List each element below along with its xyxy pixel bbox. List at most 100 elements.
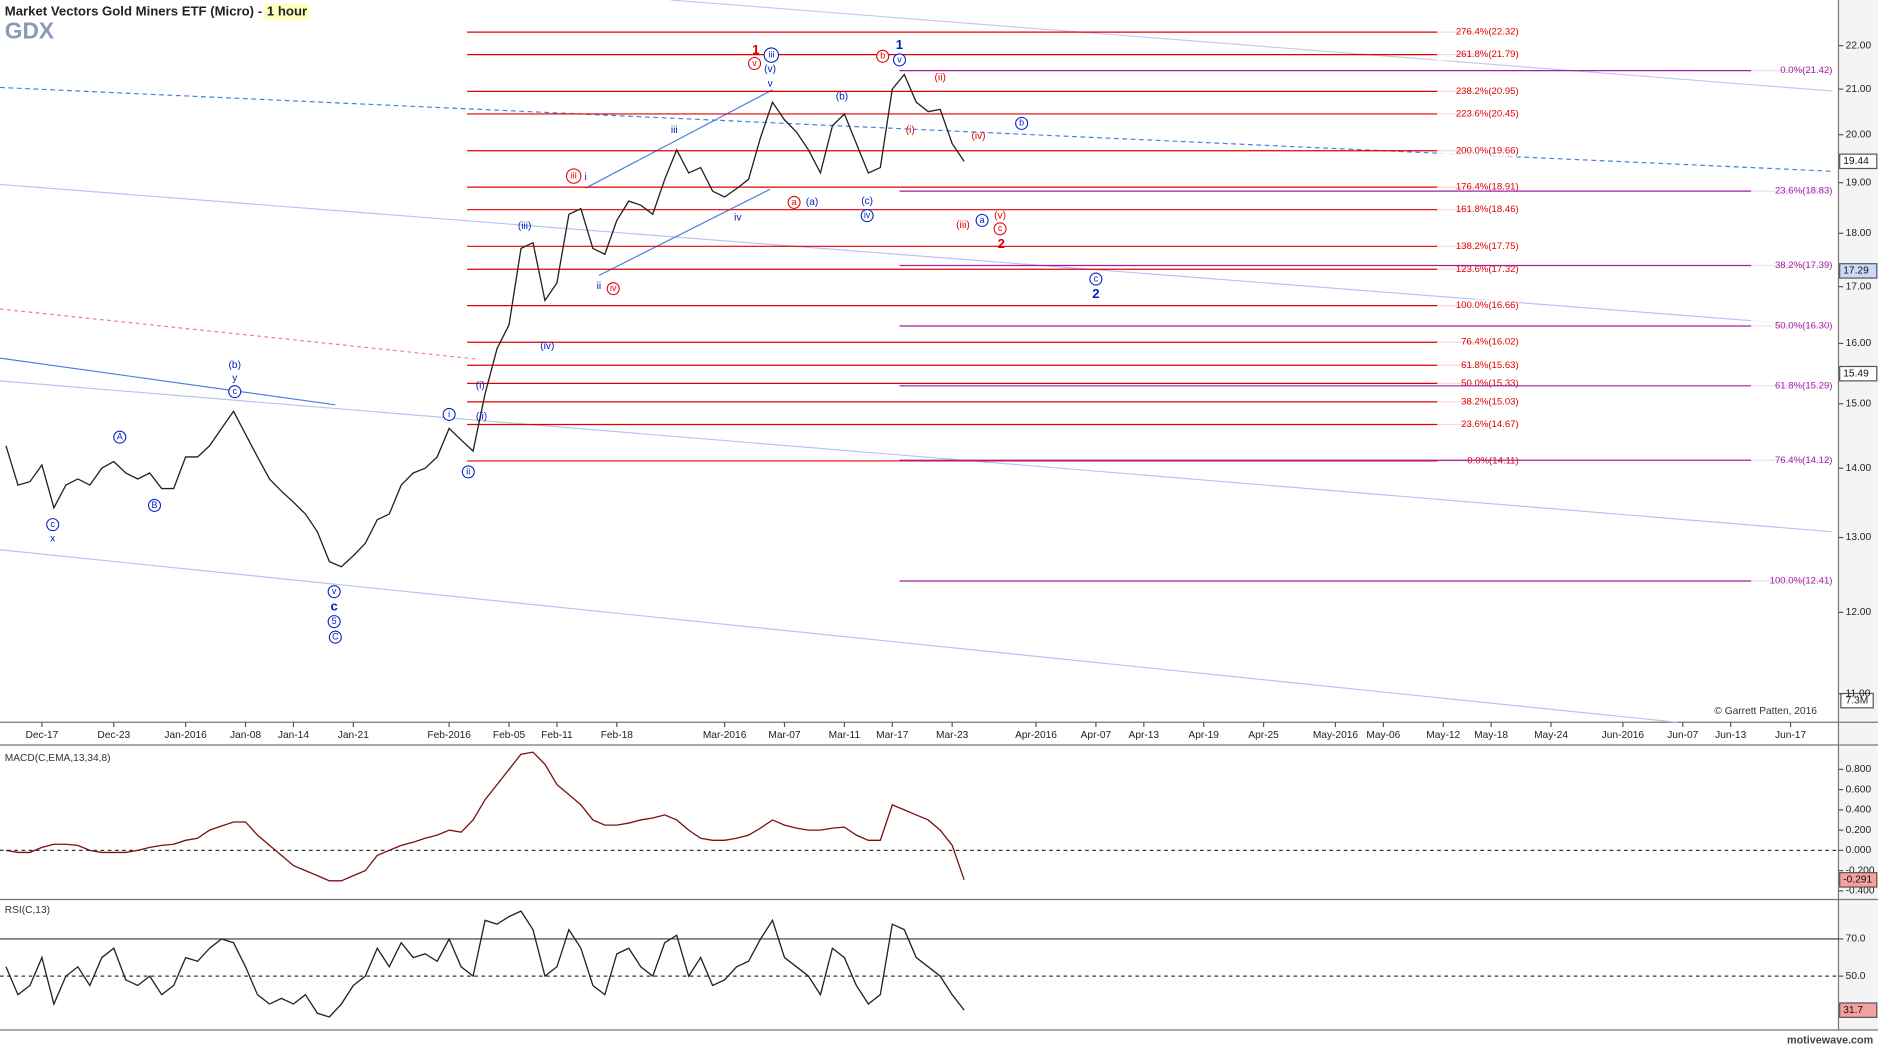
series-line: [5, 910, 965, 1018]
fib-label-bg: [1437, 359, 1519, 372]
wave-label: iv: [610, 283, 617, 293]
last-value-box: [1839, 872, 1878, 888]
fib-label: 61.8%(15.29): [1775, 380, 1833, 391]
wave-label: c: [998, 223, 1003, 233]
wave-circle: [993, 222, 1007, 236]
wave-label: v: [752, 58, 757, 68]
wave-label: i: [448, 409, 450, 419]
fib-label: 76.4%(14.12): [1775, 455, 1833, 466]
trend-line: [0, 308, 480, 360]
wave-label: (iv): [971, 131, 985, 142]
wave-label: b: [1019, 118, 1024, 128]
last-value-label: -0.291: [1843, 875, 1872, 886]
x-tick-label: May-18: [1474, 730, 1508, 741]
x-tick-label: Jun-2016: [1602, 730, 1645, 741]
wave-label: (ii): [476, 411, 487, 422]
y-tick-label: 17.00: [1846, 281, 1872, 292]
x-tick-label: Jun-07: [1667, 730, 1698, 741]
fib-label-bg: [1751, 320, 1833, 333]
x-tick-label: Feb-05: [493, 730, 526, 741]
y-tick-label: 20.00: [1846, 129, 1872, 140]
wave-label: (a): [806, 197, 818, 208]
price-marker-box: [1839, 263, 1878, 279]
wave-label: (i): [476, 380, 485, 391]
wave-circle: [327, 615, 341, 629]
x-tick-label: Apr-13: [1129, 730, 1160, 741]
y-tick-label: 0.800: [1846, 764, 1872, 775]
x-tick-label: Mar-17: [876, 730, 909, 741]
wave-label: B: [152, 500, 158, 510]
fib-label-bg: [1437, 181, 1519, 194]
wave-circle: [147, 498, 162, 512]
channel-line: [585, 89, 773, 189]
x-tick-label: Apr-19: [1188, 730, 1219, 741]
wave-circle: [461, 465, 475, 479]
y-tick-label: 0.200: [1846, 825, 1872, 836]
channel-line: [598, 188, 771, 277]
wave-label: v: [768, 79, 774, 90]
trend-line: [0, 86, 1833, 172]
x-tick-label: Jun-13: [1715, 730, 1746, 741]
trend-line: [0, 549, 1677, 723]
wave-circle: [113, 430, 127, 444]
fib-label: 38.2%(15.03): [1461, 396, 1519, 407]
x-tick-label: Mar-23: [936, 730, 969, 741]
wave-label: b: [880, 51, 885, 61]
y-tick-label: 0.400: [1846, 805, 1872, 816]
wave-circle: [892, 53, 907, 67]
wave-circle: [1089, 272, 1103, 286]
wave-label: v: [897, 54, 902, 64]
wave-circle: [763, 47, 780, 63]
wave-label: x: [50, 534, 55, 545]
fib-label: 200.0%(19.66): [1456, 145, 1519, 156]
fib-label-bg: [1437, 395, 1519, 408]
fib-label: 23.6%(18.83): [1775, 186, 1833, 197]
fib-label-bg: [1437, 336, 1519, 349]
wave-label: (v): [764, 64, 776, 75]
y-tick-label: 19.00: [1846, 177, 1872, 188]
x-tick-label: May-24: [1534, 730, 1568, 741]
fib-label: 50.0%(15.33): [1461, 378, 1519, 389]
wave-label: 2: [998, 236, 1005, 251]
wave-label: (iii): [518, 221, 532, 232]
fib-label: 276.4%(22.32): [1456, 27, 1519, 38]
y-tick-label: 70.0: [1846, 934, 1866, 945]
fib-label: 238.2%(20.95): [1456, 86, 1519, 97]
trend-lines: [0, 0, 1833, 723]
wave-label: (iv): [540, 341, 554, 352]
wave-label: a: [980, 215, 985, 225]
wave-circle: [860, 209, 874, 223]
wave-circle: [327, 585, 341, 599]
trend-line: [670, 0, 1833, 92]
volume-box: [1840, 692, 1874, 709]
wave-circle: [1015, 116, 1029, 130]
symbol: GDX: [5, 17, 54, 43]
wave-circle: [876, 49, 890, 63]
wave-label: A: [117, 432, 123, 442]
fib-label-bg: [1751, 259, 1833, 272]
timeframe: 1 hour: [267, 3, 307, 18]
x-tick-label: Apr-2016: [1015, 730, 1057, 741]
fib-label-bg: [1437, 299, 1519, 312]
fib-label-bg: [1751, 574, 1833, 587]
y-tick-label: 11.00: [1846, 688, 1871, 699]
y-tick-label: 12.00: [1846, 607, 1872, 618]
x-tick-label: Mar-07: [768, 730, 801, 741]
fib-label: 76.4%(16.02): [1461, 337, 1519, 348]
y-tick-label: 0.000: [1846, 845, 1872, 856]
wave-label: iii: [571, 170, 577, 180]
wave-circle: [975, 213, 989, 227]
wave-label: (b): [836, 92, 848, 103]
wave-label: 1: [752, 42, 759, 57]
wave-label: v: [332, 586, 337, 596]
fib-label-bg: [1437, 263, 1519, 276]
fib-label-bg: [1437, 240, 1519, 253]
last-value-label: 19.44: [1843, 156, 1869, 167]
right-axis-band: [1838, 0, 1878, 1031]
x-tick-label: Dec-17: [26, 730, 59, 741]
fib-label-bg: [1751, 379, 1833, 392]
wave-circle: [748, 56, 762, 71]
x-tick-label: Dec-23: [97, 730, 130, 741]
wave-label: iv: [864, 210, 871, 220]
